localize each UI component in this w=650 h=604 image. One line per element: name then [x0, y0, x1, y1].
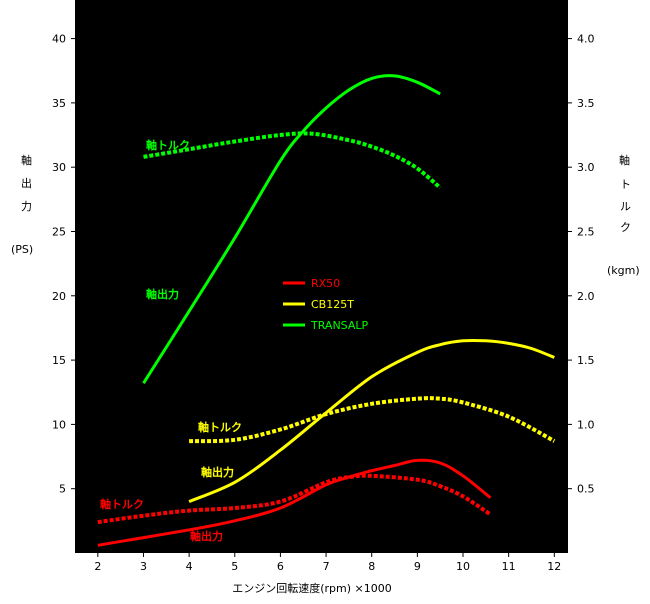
x-tick-label-8: 8	[368, 560, 375, 573]
right-tick-label-3.5: 3.5	[577, 97, 595, 110]
left-tick-label-5: 5	[59, 483, 66, 496]
legend-label-rx50: RX50	[311, 277, 340, 290]
series-line-transalp-power	[142, 74, 441, 385]
right-axis-char-1: 軸	[619, 153, 630, 167]
x-tick-label-10: 10	[456, 560, 470, 573]
x-tick-label-12: 12	[547, 560, 561, 573]
x-tick-label-4: 4	[186, 560, 193, 573]
x-axis-title: エンジン回転速度(rpm) ×1000	[232, 581, 392, 595]
right-tick-label-3.0: 3.0	[577, 161, 595, 174]
right-tick-label-0.5: 0.5	[577, 483, 595, 496]
series-line-rx50-torque	[97, 473, 492, 525]
x-tick-label-2: 2	[94, 560, 101, 573]
right-tick-label-1.5: 1.5	[577, 354, 595, 367]
legend: RX50 CB125T TRANSALP	[283, 277, 369, 332]
annotation-rx50-torque: 軸トルク	[100, 497, 144, 511]
annotation-cb125t-power: 軸出力	[201, 465, 234, 479]
x-tick-label-7: 7	[323, 560, 330, 573]
left-tick-label-30: 30	[52, 161, 66, 174]
annotation-transalp-power: 軸出力	[146, 287, 179, 301]
annotation-rx50-power: 軸出力	[190, 529, 223, 543]
annotations: 軸トルク 軸出力 軸トルク 軸出力 軸トルク 軸出力	[100, 138, 242, 543]
axis-ticks: 2 3 4 5 6 7 8 9 10 11 12 5 10 15 20 25 30 35 40 0.5 1.0 1.5 2.…	[52, 33, 595, 573]
left-tick-label-15: 15	[52, 354, 66, 367]
legend-label-transalp: TRANSALP	[310, 319, 369, 332]
right-tick-label-2.5: 2.5	[577, 225, 595, 238]
right-axis-char-4: ク	[620, 221, 631, 234]
annotation-cb125t-torque: 軸トルク	[198, 420, 242, 434]
left-axis-char-1: 軸	[21, 153, 32, 167]
left-tick-label-10: 10	[52, 418, 66, 431]
right-tick-label-2.0: 2.0	[577, 290, 595, 303]
x-tick-label-3: 3	[140, 560, 147, 573]
left-axis-char-2: 出	[21, 176, 32, 190]
x-tick-label-11: 11	[502, 560, 516, 573]
right-axis-char-2: ト	[620, 178, 631, 191]
left-tick-label-20: 20	[52, 290, 66, 303]
x-tick-label-9: 9	[414, 560, 421, 573]
annotation-transalp-torque: 軸トルク	[146, 138, 190, 152]
x-tick-label-6: 6	[277, 560, 284, 573]
series-line-transalp-torque	[143, 131, 442, 190]
plot-area	[75, 0, 568, 553]
left-tick-label-35: 35	[52, 97, 66, 110]
series-line-rx50-power	[97, 458, 492, 547]
series-line-cb125t-power	[188, 338, 555, 503]
series-layer	[97, 74, 556, 547]
series-line-cb125t-torque	[189, 396, 556, 444]
right-tick-label-4.0: 4.0	[577, 33, 595, 46]
left-axis-unit: (PS)	[11, 243, 33, 256]
right-tick-label-1.0: 1.0	[577, 418, 595, 431]
left-tick-label-25: 25	[52, 225, 66, 238]
left-axis-char-3: 力	[21, 200, 32, 213]
x-tick-label-5: 5	[231, 560, 238, 573]
left-tick-label-40: 40	[52, 33, 66, 46]
right-axis-unit: (kgm)	[607, 264, 640, 277]
left-axis-title: 軸 出 力 (PS)	[11, 153, 33, 256]
legend-label-cb125t: CB125T	[311, 298, 354, 311]
right-axis-char-3: ル	[620, 200, 631, 213]
right-axis-title: 軸 ト ル ク (kgm)	[607, 153, 640, 277]
